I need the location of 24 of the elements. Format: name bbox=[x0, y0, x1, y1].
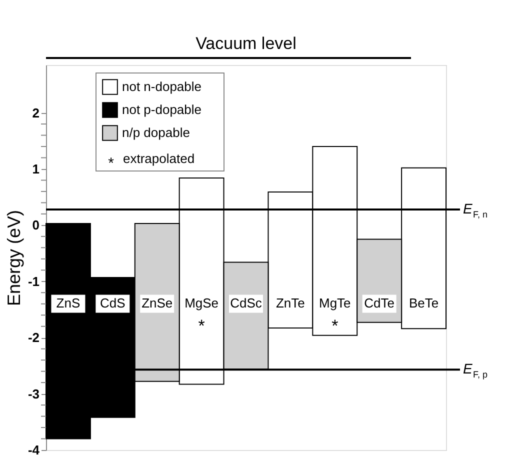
y-tick-label: 2 bbox=[32, 105, 40, 120]
x-tick-label: CdSc bbox=[230, 296, 262, 311]
x-tick-label: CdS bbox=[100, 296, 126, 311]
y-tick-label: 1 bbox=[32, 161, 40, 176]
x-tick-label: ZnSe bbox=[142, 296, 173, 311]
y-tick-label: -1 bbox=[28, 274, 40, 289]
y-tick-label: -2 bbox=[28, 330, 40, 346]
x-tick-label: MgTe bbox=[318, 296, 351, 311]
annotation: * bbox=[198, 316, 206, 336]
annotation: * bbox=[332, 316, 339, 336]
annotation: * extrapolated bbox=[108, 151, 195, 172]
x-tick-label: CdTe bbox=[364, 296, 395, 311]
x-tick-label: ZnS bbox=[56, 296, 80, 311]
x-tick-label: BeTe bbox=[408, 296, 439, 311]
legend-label: not p-dopable bbox=[122, 102, 202, 117]
y-tick-label: 0 bbox=[32, 218, 40, 233]
y-axis-title: Energy (eV) bbox=[4, 210, 24, 306]
x-tick-label: ZnTe bbox=[276, 296, 305, 311]
legend-label: not n-dopable bbox=[122, 79, 202, 94]
y-tick-label: -4 bbox=[28, 442, 40, 458]
text: Vacuum level bbox=[196, 34, 296, 53]
x-tick-label: MgSe bbox=[184, 296, 219, 311]
legend-label: n/p dopable bbox=[122, 125, 190, 140]
y-tick-label: -3 bbox=[28, 386, 40, 402]
